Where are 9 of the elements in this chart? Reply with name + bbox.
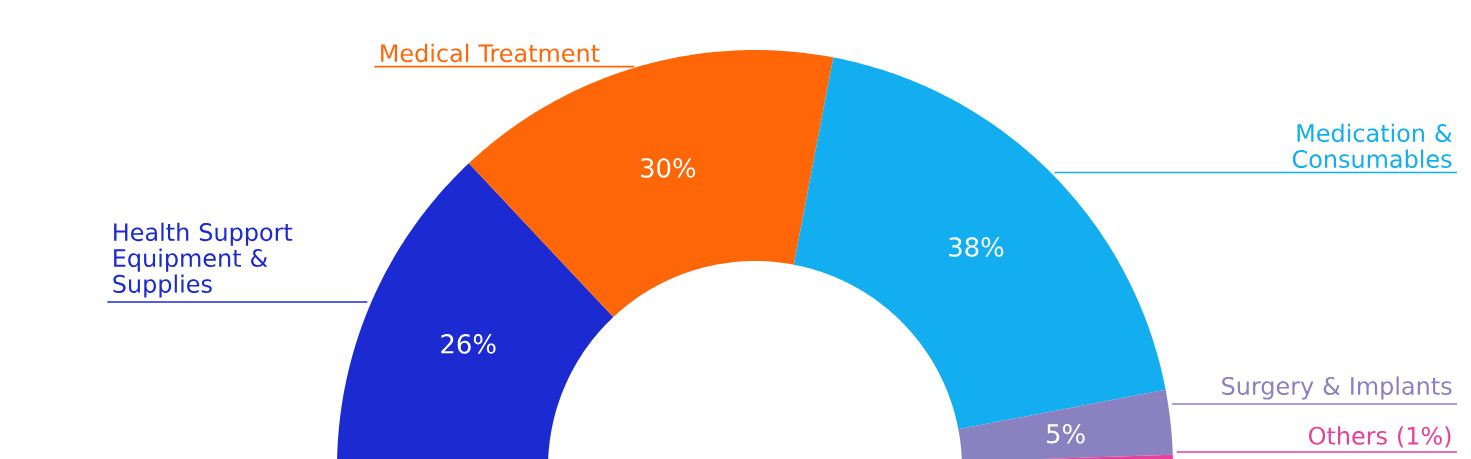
data-label: 26% — [441, 334, 496, 354]
slice-label: Medical Treatment — [381, 43, 600, 63]
data-label: 38% — [949, 237, 1004, 257]
data-label: 30% — [640, 158, 696, 178]
slice-label: Medication & Consumables — [1292, 123, 1452, 169]
data-label: 5% — [1047, 423, 1085, 444]
slice-label: Others (1%) — [1309, 426, 1451, 448]
slice-label: Health Support Equipment & Supplies — [113, 222, 293, 298]
slice-label: Surgery & Implants — [1222, 376, 1452, 400]
